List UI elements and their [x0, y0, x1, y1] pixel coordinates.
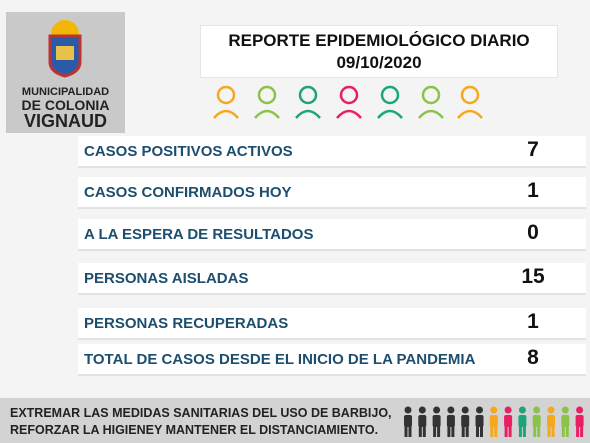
table-row: A LA ESPERA DE RESULTADOS 0	[78, 219, 586, 251]
logo-line: MUNICIPALIDAD	[21, 86, 110, 98]
row-label: TOTAL DE CASOS DESDE EL INICIO DE LA PAN…	[84, 351, 476, 368]
row-label: CASOS POSITIVOS ACTIVOS	[84, 143, 293, 160]
row-value: 0	[527, 221, 539, 244]
title: REPORTE EPIDEMIOLÓGICO DIARIO	[228, 31, 530, 50]
row-value: 1	[527, 179, 539, 202]
row-value: 15	[521, 265, 545, 288]
title-box: REPORTE EPIDEMIOLÓGICO DIARIO 09/10/2020	[200, 25, 558, 78]
row-value: 8	[527, 346, 539, 369]
logo-line: DE COLONIA	[21, 97, 110, 113]
footer-line: EXTREMAR LAS MEDIDAS SANITARIAS DEL USO …	[10, 406, 392, 420]
table-row: PERSONAS AISLADAS 15	[78, 263, 586, 295]
table-row: TOTAL DE CASOS DESDE EL INICIO DE LA PAN…	[78, 344, 586, 376]
logo-emblem	[48, 20, 82, 78]
row-label: PERSONAS AISLADAS	[84, 270, 249, 287]
worker-icons	[213, 85, 483, 119]
people-icons	[404, 406, 584, 437]
logo-line: VIGNAUD	[23, 111, 107, 131]
table-row: PERSONAS RECUPERADAS 1	[78, 308, 586, 340]
date: 09/10/2020	[336, 53, 422, 72]
footer-line: REFORZAR LA HIGIENEY MANTENER EL DISTANC…	[10, 423, 379, 437]
row-value: 7	[527, 138, 539, 161]
row-label: PERSONAS RECUPERADAS	[84, 315, 289, 332]
row-value: 1	[527, 310, 539, 333]
logo: MUNICIPALIDAD DE COLONIA VIGNAUD	[6, 12, 125, 133]
row-label: CASOS CONFIRMADOS HOY	[84, 184, 292, 201]
table-row: CASOS CONFIRMADOS HOY 1	[78, 177, 586, 209]
footer: EXTREMAR LAS MEDIDAS SANITARIAS DEL USO …	[0, 398, 590, 443]
table-row: CASOS POSITIVOS ACTIVOS 7	[78, 136, 586, 168]
row-label: A LA ESPERA DE RESULTADOS	[84, 226, 314, 243]
